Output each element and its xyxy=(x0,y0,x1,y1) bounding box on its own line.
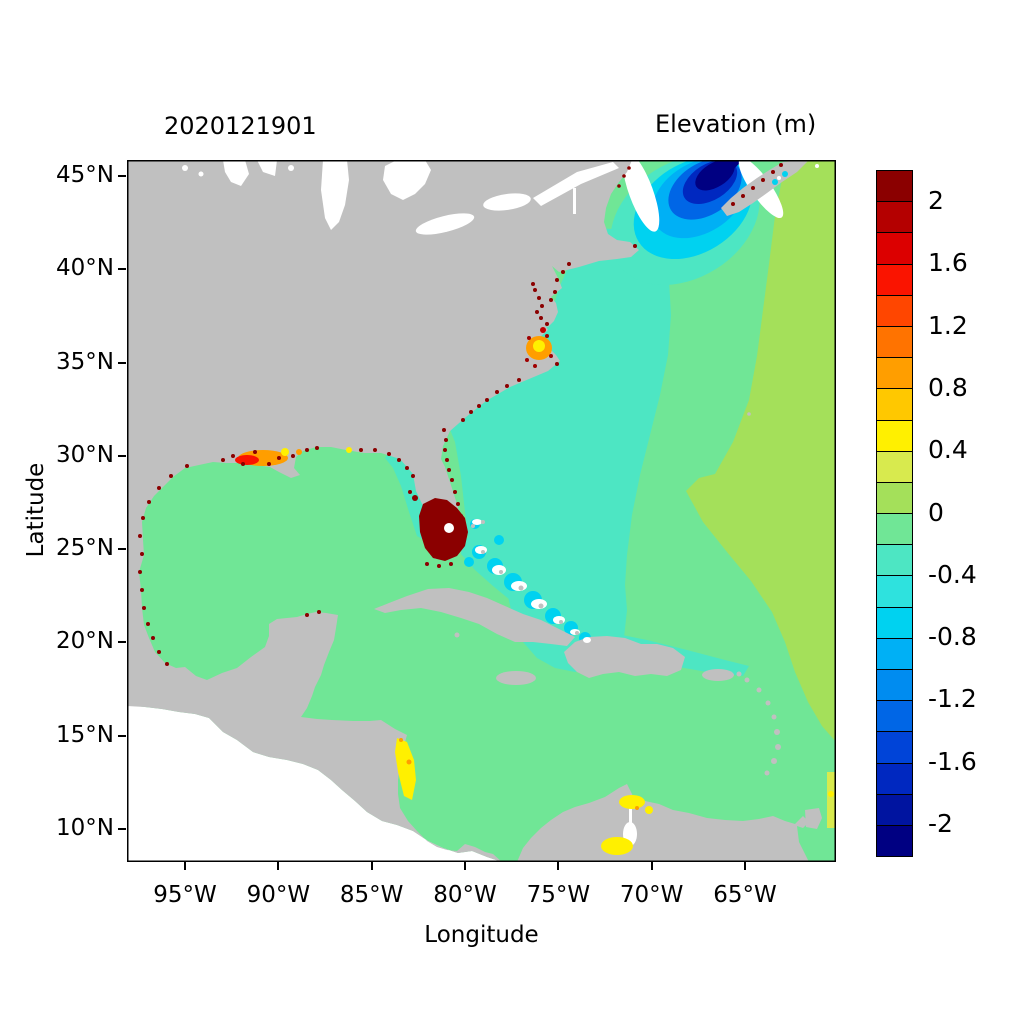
right-edge-positive-strip xyxy=(827,772,836,828)
colorbar-tick-label: 0.8 xyxy=(928,372,968,402)
y-tick-label: 45°N xyxy=(56,162,114,188)
bahamas-islands xyxy=(471,519,591,643)
land-cuba xyxy=(374,588,575,646)
gulf-of-maine-negative-anomaly xyxy=(610,160,784,285)
venezuela-coast-anomaly xyxy=(601,791,834,855)
colorbar-tick-label: 0.4 xyxy=(928,435,968,465)
x-tick-label: 65°W xyxy=(713,882,777,908)
colorbar-bin xyxy=(877,762,912,794)
colorbar-bin xyxy=(877,700,912,732)
coastal-high-speckles xyxy=(138,163,783,666)
land-trinidad xyxy=(805,808,822,829)
colorbar-bin xyxy=(877,171,912,202)
colorbar-tick-label: -2 xyxy=(928,808,953,838)
colorbar-tick-label: -1.6 xyxy=(928,746,977,776)
x-tick-mark xyxy=(557,862,560,870)
y-tick-label: 35°N xyxy=(56,348,114,375)
great-lakes xyxy=(182,160,619,235)
colorbar-bin xyxy=(877,793,912,825)
y-tick-mark xyxy=(118,828,126,830)
plot-border xyxy=(127,160,836,862)
colorbar-tick-label: -1.2 xyxy=(928,684,977,714)
east-coast-negative-band xyxy=(447,228,671,672)
colorbar-bin xyxy=(877,201,912,233)
colorbar-bin xyxy=(877,232,912,264)
y-tick-label: 25°N xyxy=(56,535,114,562)
y-tick-label: 30°N xyxy=(56,441,114,468)
x-axis-label: Longitude xyxy=(424,922,539,948)
y-tick-mark xyxy=(118,548,126,551)
pacific-mask xyxy=(127,705,502,862)
map-plot-area xyxy=(127,160,836,862)
colorbar-tick-label: 0 xyxy=(928,497,944,527)
colorbar-tick-label: 1.6 xyxy=(928,248,968,278)
y-tick-mark xyxy=(118,268,126,271)
colorbar-bin xyxy=(877,824,912,857)
x-tick-label: 70°W xyxy=(619,882,684,908)
colorbar-bin xyxy=(877,669,912,701)
y-tick-mark xyxy=(118,361,126,364)
y-tick-label: 20°N xyxy=(56,628,114,655)
x-tick-mark xyxy=(370,862,373,870)
y-tick-mark xyxy=(118,734,126,737)
colorbar xyxy=(876,170,913,857)
y-tick-mark xyxy=(118,175,126,177)
land-jamaica xyxy=(496,671,536,685)
run-timestamp-title: 2020121901 xyxy=(164,112,317,140)
colorbar-bin xyxy=(877,357,912,389)
colorbar-bin xyxy=(877,388,912,420)
x-tick-mark xyxy=(463,862,466,870)
y-tick-mark xyxy=(118,454,126,457)
x-tick-label: 90°W xyxy=(246,882,311,908)
colorbar-tick-label: 2 xyxy=(928,186,944,216)
nova-scotia-shelf-patches xyxy=(772,164,819,185)
x-tick-mark xyxy=(184,862,186,870)
land-south-america xyxy=(517,784,809,862)
x-tick-label: 85°W xyxy=(339,882,404,908)
x-tick-label: 75°W xyxy=(526,882,591,908)
land-hispaniola xyxy=(564,636,685,678)
colorbar-bin xyxy=(877,544,912,576)
x-tick-mark xyxy=(743,862,746,870)
louisiana-marsh-anomaly xyxy=(235,447,352,466)
colorbar-bin xyxy=(877,731,912,763)
y-tick-label: 10°N xyxy=(56,815,114,841)
colorbar-tick-label: -0.4 xyxy=(928,559,977,589)
map-svg xyxy=(127,160,836,862)
x-tick-label: 80°W xyxy=(433,882,497,908)
colorbar-bin xyxy=(877,481,912,514)
colorbar-bin xyxy=(877,263,912,295)
colorbar-bin xyxy=(877,419,912,451)
nicaragua-coast-anomaly xyxy=(395,738,416,800)
y-tick-mark xyxy=(118,641,126,644)
colorbar-title: Elevation (m) xyxy=(655,110,817,138)
x-tick-label: 95°W xyxy=(153,882,217,908)
y-tick-label: 40°N xyxy=(56,255,114,282)
colorbar-bin xyxy=(877,637,912,669)
colorbar-bin xyxy=(877,606,912,638)
colorbar-tick-label: -0.8 xyxy=(928,622,977,652)
x-tick-mark xyxy=(650,862,653,870)
land-north-america xyxy=(127,160,639,862)
x-tick-mark xyxy=(277,862,280,870)
south-florida-high-anomaly xyxy=(408,490,468,568)
land-lesser-antilles xyxy=(454,412,781,776)
colorbar-bin xyxy=(877,575,912,607)
land-puerto-rico xyxy=(702,669,734,681)
colorbar-bin xyxy=(877,450,912,482)
colorbar-bin xyxy=(877,294,912,326)
colorbar-bin xyxy=(877,325,912,358)
pamlico-sound-anomaly xyxy=(525,327,553,368)
colorbar-tick-label: 1.2 xyxy=(928,310,968,340)
atlantic-positive-region xyxy=(686,160,836,742)
colorbar-bin xyxy=(877,513,912,545)
y-tick-label: 15°N xyxy=(56,721,114,748)
